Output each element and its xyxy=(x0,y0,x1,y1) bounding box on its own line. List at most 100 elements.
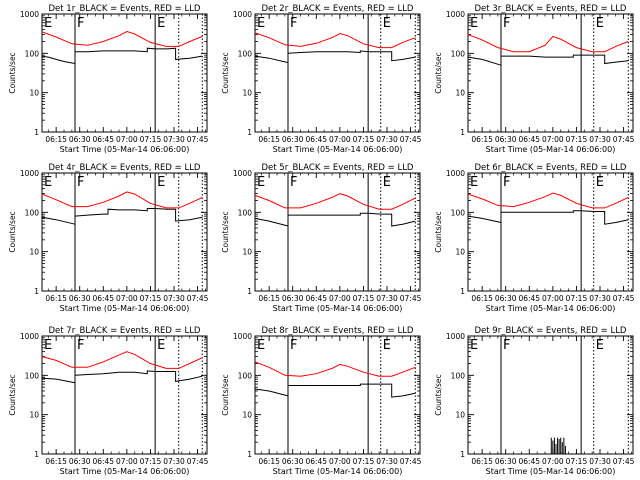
marker-label: E xyxy=(596,16,604,31)
series-lld xyxy=(42,191,203,209)
y-axis-label: Counts/sec xyxy=(434,52,443,93)
marker-label: E xyxy=(157,175,165,190)
y-tick-label: 100 xyxy=(238,208,253,217)
series-line xyxy=(255,217,289,227)
x-tick-label: 06:45 xyxy=(305,135,327,144)
x-tick-label: 06:45 xyxy=(518,457,540,466)
marker-label: E xyxy=(470,175,478,190)
y-tick-label: 100 xyxy=(451,208,466,217)
x-tick-label: 07:45 xyxy=(613,135,635,144)
y-tick-label: 1 xyxy=(460,450,465,459)
y-tick-label: 1000 xyxy=(20,10,39,19)
x-tick-label: 06:15 xyxy=(45,457,67,466)
panel-6: Det 6r_BLACK = Events, RED = LLD 1 10 100 10… xyxy=(434,163,635,313)
x-axis-label: Start Time (05-Mar-14 06:06:00) xyxy=(486,467,616,476)
x-tick-label: 07:00 xyxy=(329,457,351,466)
panel-3: Det 3r_BLACK = Events, RED = LLD 1 10 100 10… xyxy=(434,4,635,154)
series-line xyxy=(74,370,203,382)
x-tick-label: 07:15 xyxy=(140,457,162,466)
marker-label: E xyxy=(383,175,391,190)
series-line xyxy=(42,377,76,384)
y-axis-label: Counts/sec xyxy=(221,374,230,415)
x-tick-label: 06:45 xyxy=(305,457,327,466)
marker-label: F xyxy=(290,338,297,353)
x-tick-label: 07:45 xyxy=(187,135,209,144)
x-tick-label: 07:00 xyxy=(542,294,564,303)
marker-label: E xyxy=(257,16,265,31)
x-tick-label: 06:45 xyxy=(92,294,114,303)
series-line xyxy=(74,208,203,222)
x-tick-label: 07:30 xyxy=(376,457,398,466)
x-tick-label: 07:45 xyxy=(613,294,635,303)
series-line xyxy=(255,388,289,397)
x-tick-label: 06:15 xyxy=(45,135,67,144)
panel-title: Det 8r_BLACK = Events, RED = LLD xyxy=(262,326,414,336)
x-tick-label: 06:45 xyxy=(92,457,114,466)
x-tick-label: 07:30 xyxy=(589,135,611,144)
panel-title: Det 2r_BLACK = Events, RED = LLD xyxy=(262,4,414,14)
y-tick-label: 10 xyxy=(29,248,39,257)
series-events xyxy=(468,210,629,225)
series-lld xyxy=(42,30,203,47)
x-axis-label: Start Time (05-Mar-14 06:06:00) xyxy=(486,304,616,313)
x-tick-label: 06:15 xyxy=(45,294,67,303)
plot-frame xyxy=(254,335,421,455)
panel-title: Det 9r_BLACK = Events, RED = LLD xyxy=(475,326,627,336)
series-events xyxy=(468,54,629,66)
x-tick-label: 06:15 xyxy=(258,294,280,303)
y-tick-label: 100 xyxy=(238,49,253,58)
panel-title: Det 4r_BLACK = Events, RED = LLD xyxy=(49,163,201,173)
y-tick-label: 1 xyxy=(247,128,252,137)
y-tick-label: 100 xyxy=(25,371,40,380)
series-events xyxy=(42,370,203,384)
x-tick-label: 07:15 xyxy=(353,294,375,303)
marker-label: F xyxy=(503,16,510,31)
x-tick-label: 07:45 xyxy=(613,457,635,466)
series-lld xyxy=(255,361,416,377)
x-tick-label: 06:15 xyxy=(258,135,280,144)
panel-title: Det 1r_BLACK = Events, RED = LLD xyxy=(49,4,201,14)
marker-label: F xyxy=(77,338,84,353)
x-tick-label: 06:30 xyxy=(282,135,304,144)
series-line xyxy=(287,50,416,62)
series-events xyxy=(255,50,416,64)
y-tick-label: 100 xyxy=(451,371,466,380)
panel-5: Det 5r_BLACK = Events, RED = LLD 1 10 100 10… xyxy=(221,163,422,313)
series-lld xyxy=(255,32,416,49)
series-line xyxy=(255,32,416,49)
x-tick-label: 07:30 xyxy=(163,135,185,144)
series-line xyxy=(468,215,502,223)
x-tick-label: 06:45 xyxy=(92,135,114,144)
panel-4: Det 4r_BLACK = Events, RED = LLD 1 10 100 10… xyxy=(8,163,209,313)
marker-label: E xyxy=(383,16,391,31)
series-events xyxy=(255,383,416,398)
x-axis-label: Start Time (05-Mar-14 06:06:00) xyxy=(273,145,403,154)
x-axis-label: Start Time (05-Mar-14 06:06:00) xyxy=(60,145,190,154)
y-axis-label: Counts/sec xyxy=(221,52,230,93)
y-tick-label: 10 xyxy=(29,411,39,420)
series-events xyxy=(255,212,416,227)
event-spikes xyxy=(550,437,566,454)
panel-title: Det 5r_BLACK = Events, RED = LLD xyxy=(262,163,414,173)
x-tick-label: 06:30 xyxy=(69,294,91,303)
x-tick-label: 06:30 xyxy=(69,457,91,466)
y-tick-label: 10 xyxy=(455,248,465,257)
marker-label: E xyxy=(383,338,391,353)
x-tick-label: 07:30 xyxy=(589,457,611,466)
x-tick-label: 06:30 xyxy=(69,135,91,144)
x-tick-label: 06:30 xyxy=(495,135,517,144)
x-tick-label: 07:15 xyxy=(140,294,162,303)
y-tick-label: 10 xyxy=(242,89,252,98)
y-axis-label: Counts/sec xyxy=(8,211,17,252)
y-tick-label: 100 xyxy=(238,371,253,380)
y-axis-label: Counts/sec xyxy=(8,374,17,415)
x-tick-label: 07:45 xyxy=(187,294,209,303)
series-line xyxy=(42,351,203,369)
marker-label: F xyxy=(290,16,297,31)
marker-label: E xyxy=(257,338,265,353)
marker-label: F xyxy=(290,175,297,190)
y-tick-label: 1000 xyxy=(233,10,252,19)
panel-9: Det 9r_BLACK = Events, RED = LLD 1 10 100 10… xyxy=(434,326,635,476)
series-line xyxy=(42,55,76,64)
